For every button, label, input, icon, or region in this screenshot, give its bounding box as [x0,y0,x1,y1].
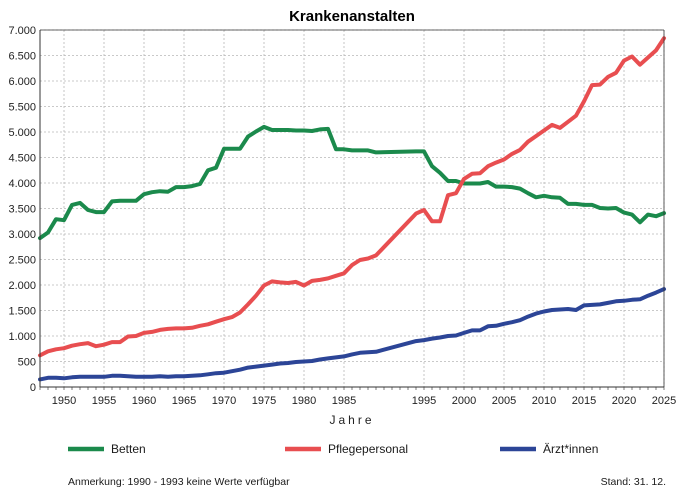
grid [40,29,665,387]
stand-note: Stand: 31. 12. [601,476,666,488]
x-tick-label: 1965 [172,395,196,407]
y-tick-label: 2.500 [8,255,36,267]
x-tick-label: 2025 [652,395,676,407]
x-tick-label: 2000 [452,395,476,407]
annotation-note: Anmerkung: 1990 - 1993 keine Werte verfü… [68,476,290,488]
x-tick-label: 2005 [492,395,516,407]
legend: Betten Pflegepersonal Ärzt*innen [68,442,598,456]
legend-label-0: Betten [111,442,146,456]
x-tick-label: 2010 [532,395,556,407]
x-tick-label: 1995 [412,395,436,407]
x-tick-label: 1975 [252,395,276,407]
x-tick-label: 1985 [332,395,356,407]
chart-title: Krankenanstalten [289,8,415,25]
x-tick-label: 2020 [612,395,636,407]
y-tick-label: 6.000 [8,76,36,88]
y-tick-label: 5.500 [8,102,36,114]
y-tick-label: 2.000 [8,280,36,292]
x-axis-label: Jahre [329,413,374,427]
y-tick-label: 5.000 [8,127,36,139]
y-tick-label: 3.000 [8,229,36,241]
x-tick-label: 1960 [132,395,156,407]
y-tick-label: 1.500 [8,306,36,318]
axes [39,29,665,390]
series-line-1 [38,36,666,358]
y-tick-label: 3.500 [8,204,36,216]
series-lines [38,36,666,382]
y-tick-label: 6.500 [8,51,36,63]
y-tick-label: 0 [30,382,36,394]
x-tick-label: 1980 [292,395,316,407]
x-tick-label: 1955 [92,395,116,407]
series-line-2 [38,287,666,382]
y-tick-label: 1.000 [8,331,36,343]
legend-label-2: Ärzt*innen [543,442,598,456]
x-tick-label: 1950 [52,395,76,407]
legend-label-1: Pflegepersonal [328,442,408,456]
x-tick-label: 2015 [572,395,596,407]
x-axis-ticks: 1950 1955 1960 1965 1970 1975 1980 1985 1995 2000… [52,395,676,407]
y-tick-label: 4.000 [8,178,36,190]
y-tick-label: 4.500 [8,153,36,165]
y-tick-label: 7.000 [8,25,36,37]
y-axis-ticks: 0 500 1.000 1.500 2.000 2.500 3.000 3.500 4.000 4… [8,25,36,394]
x-tick-label: 1970 [212,395,236,407]
series-line-0 [38,124,666,241]
y-tick-label: 500 [18,357,36,369]
